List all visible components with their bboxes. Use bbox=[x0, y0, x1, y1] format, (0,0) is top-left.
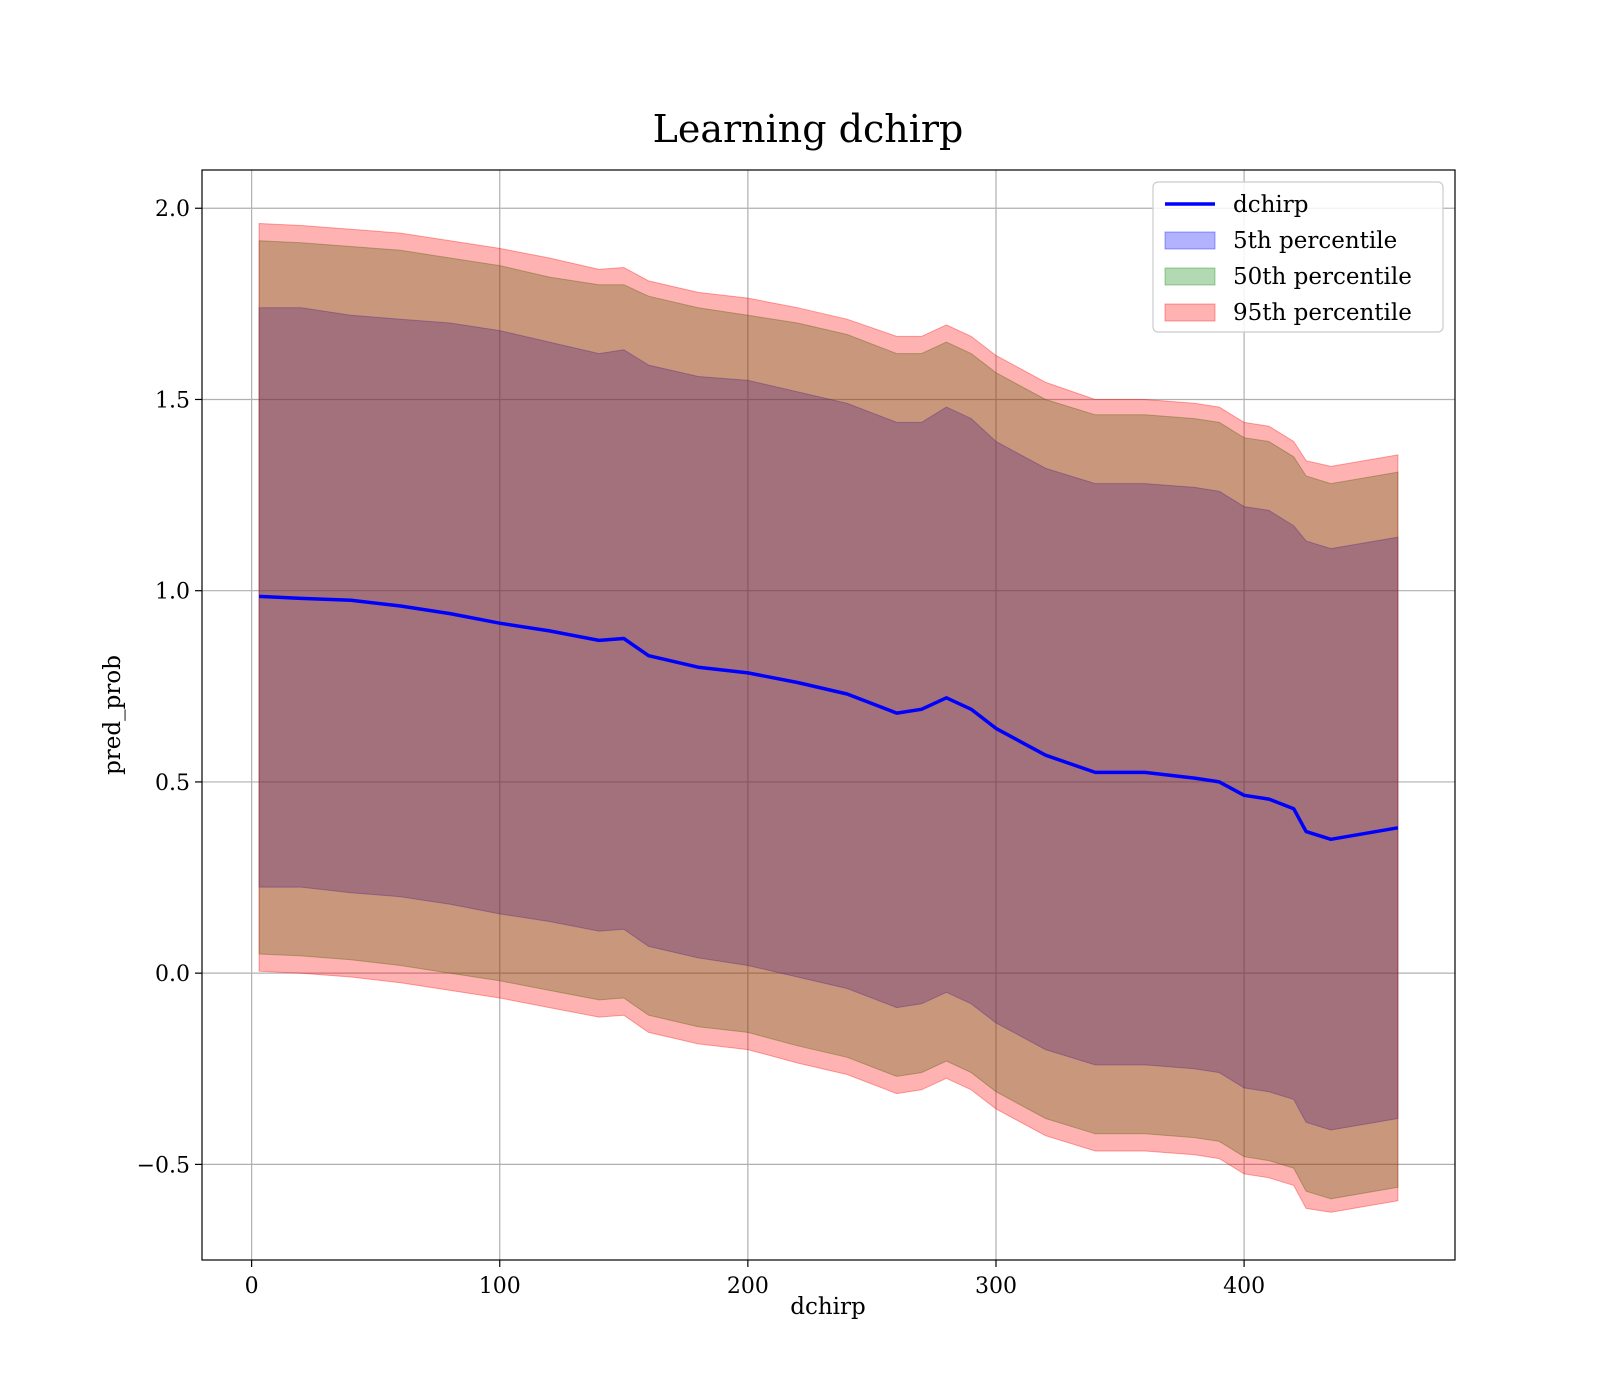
x-tick-label: 200 bbox=[727, 1274, 769, 1299]
band-5th-percentile bbox=[258, 307, 1399, 1131]
x-tick-label: 0 bbox=[245, 1274, 259, 1299]
dchirp-line bbox=[259, 594, 1399, 842]
y-tick-label: 0.5 bbox=[155, 771, 190, 796]
y-tick-label: 2.0 bbox=[155, 197, 190, 222]
legend-item-50th-percentile: 50th percentile bbox=[1233, 264, 1412, 290]
legend-item-95th-percentile: 95th percentile bbox=[1233, 300, 1412, 326]
x-tick-label: 300 bbox=[975, 1274, 1017, 1299]
band-95th-percentile bbox=[258, 222, 1399, 1213]
chart-title: Learning dchirp bbox=[653, 107, 964, 151]
legend-item-dchirp: dchirp bbox=[1233, 192, 1309, 218]
y-axis-label: pred_prob bbox=[100, 655, 126, 775]
legend-swatch bbox=[1164, 303, 1216, 322]
y-tick-label: −0.5 bbox=[137, 1153, 190, 1178]
x-tick-label: 100 bbox=[479, 1274, 521, 1299]
legend-box bbox=[1152, 181, 1444, 333]
x-axis-label: dchirp bbox=[790, 1294, 866, 1320]
band-50th-percentile bbox=[258, 240, 1399, 1200]
percentile-bands bbox=[258, 222, 1399, 1213]
legend-swatch bbox=[1164, 267, 1216, 286]
grid-lines bbox=[202, 170, 1455, 1260]
legend-item-5th-percentile: 5th percentile bbox=[1233, 228, 1397, 254]
plot-frame bbox=[201, 169, 1456, 1261]
series-lines bbox=[259, 594, 1399, 842]
axis-ticks: 0 100 200 300 400 −0.5 0.0 0.5 1.0 1.5 2.0 bbox=[137, 197, 1266, 1299]
y-tick-label: 0.0 bbox=[155, 962, 190, 987]
y-tick-label: 1.5 bbox=[155, 388, 190, 413]
legend: dchirp 5th percentile 50th percentile 95th … bbox=[1152, 181, 1444, 333]
y-tick-label: 1.0 bbox=[155, 580, 190, 605]
legend-swatch bbox=[1164, 231, 1216, 250]
x-tick-label: 400 bbox=[1223, 1274, 1265, 1299]
